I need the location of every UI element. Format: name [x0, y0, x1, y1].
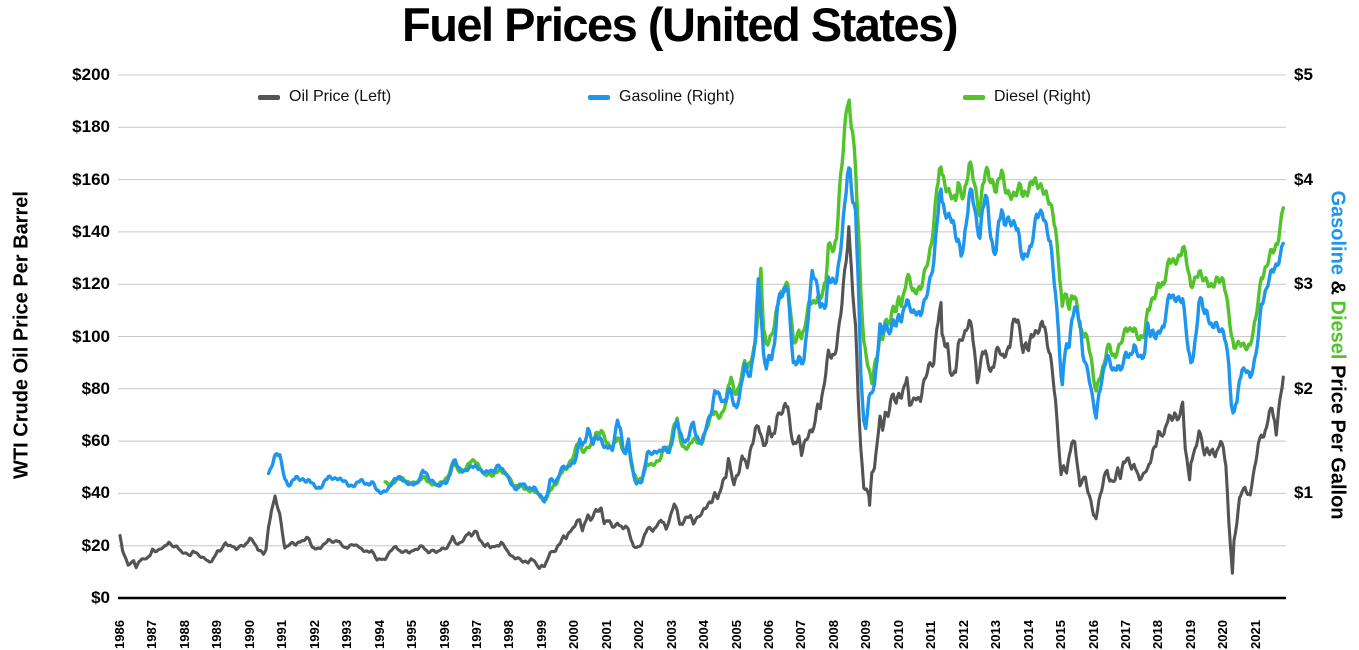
x-year-tick: 2008: [825, 620, 841, 649]
y-left-tick: $200: [72, 65, 110, 84]
diesel-legend-dash-icon: [963, 94, 985, 100]
y-left-tick: $180: [72, 117, 110, 137]
y-left-tick: $0: [91, 588, 110, 607]
x-year-tick: 2014: [1020, 620, 1036, 649]
legend-label-gasoline: Gasoline (Right): [619, 88, 735, 105]
right-axis-title-gasoline: Gasoline: [1326, 190, 1349, 275]
x-year-tick: 2005: [728, 620, 744, 649]
x-year-tick: 1992: [306, 620, 322, 649]
page-title: Fuel Prices (United States): [402, 0, 959, 51]
x-year-tick: 2003: [663, 620, 679, 649]
x-year-tick: 2016: [1085, 620, 1101, 649]
right-axis-title: Gasoline & Diesel Price Per Gallon: [1326, 190, 1349, 519]
x-year-tick: 1998: [501, 620, 517, 649]
x-year-tick: 2002: [631, 620, 647, 649]
y-right-tick: $4: [1294, 169, 1313, 189]
x-year-tick: 1994: [371, 620, 387, 649]
y-left-tick: $20: [81, 535, 110, 555]
x-year-tick: 1993: [339, 620, 355, 649]
x-year-tick: 1990: [241, 620, 257, 649]
y-left-tick: $120: [72, 274, 110, 294]
x-year-tick: 1988: [176, 620, 192, 649]
y-right-tick: $3: [1294, 274, 1313, 294]
x-year-tick: 1989: [209, 620, 225, 649]
x-year-tick: 1999: [533, 620, 549, 649]
x-year-tick: 2006: [761, 620, 776, 649]
x-year-tick: 2017: [1117, 620, 1133, 649]
x-year-tick: 2021: [1247, 620, 1263, 649]
y-left-tick: $60: [81, 431, 110, 451]
legend-item-gasoline: Gasoline (Right): [588, 88, 735, 106]
x-year-tick: 1995: [404, 620, 420, 649]
oil-legend-dash-icon: [258, 94, 280, 100]
y-left-tick: $100: [72, 326, 110, 346]
x-year-tick: 2018: [1150, 620, 1166, 649]
y-left-tick: $160: [72, 169, 110, 189]
x-year-tick: 2011: [923, 620, 939, 649]
x-year-tick: 2019: [1182, 620, 1198, 649]
x-year-tick: 2015: [1053, 620, 1069, 649]
x-year-tick: 1997: [468, 620, 484, 649]
x-year-tick: 2009: [858, 620, 874, 649]
y-left-tick: $40: [81, 483, 110, 503]
legend-item-diesel: Diesel (Right): [963, 88, 1091, 106]
y-right-tick: $5: [1294, 65, 1313, 84]
y-right-tick: $1: [1294, 483, 1313, 503]
y-left-tick: $80: [81, 378, 110, 398]
x-year-tick: 2010: [890, 620, 906, 649]
x-year-tick: 2004: [696, 620, 712, 649]
x-year-tick: 2000: [566, 620, 582, 649]
x-year-tick: 2007: [793, 620, 809, 649]
series-line-diesel: [383, 98, 1285, 503]
x-year-tick: 2013: [988, 620, 1004, 649]
x-year-tick: 2020: [1215, 620, 1231, 649]
x-year-tick: 1991: [274, 620, 290, 649]
series-line-gasoline: [266, 166, 1285, 504]
gasoline-legend-dash-icon: [588, 94, 610, 100]
y-right-tick: $2: [1294, 378, 1313, 398]
series-line-oil: [118, 225, 1285, 575]
x-year-tick: 1987: [144, 620, 160, 649]
legend-item-oil: Oil Price (Left): [258, 88, 391, 106]
right-axis-title-diesel: Diesel: [1326, 300, 1349, 360]
legend-label-oil: Oil Price (Left): [289, 88, 392, 105]
x-year-tick: 2012: [955, 620, 971, 649]
x-year-tick: 2001: [598, 620, 614, 649]
legend-label-diesel: Diesel (Right): [994, 88, 1091, 105]
x-year-tick: 1986: [112, 620, 127, 649]
x-year-tick: 1996: [436, 620, 452, 649]
y-left-tick: $140: [72, 221, 110, 241]
